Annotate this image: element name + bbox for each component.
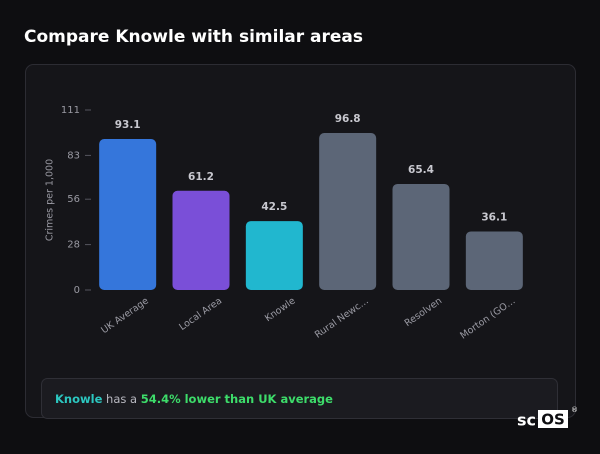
logo-prefix: sc <box>517 411 536 430</box>
summary-area: Knowle <box>55 392 103 406</box>
bar <box>319 133 377 290</box>
bar <box>172 190 230 290</box>
y-tick-label: 0 <box>74 285 80 296</box>
bar <box>245 221 303 290</box>
logo-box <box>538 410 568 428</box>
value-label: 65.4 <box>408 164 434 176</box>
value-label: 42.5 <box>261 201 287 213</box>
y-tick-label: 83 <box>67 150 80 161</box>
y-axis-label: Crimes per 1,000 <box>45 159 56 241</box>
summary-text: has a <box>106 392 137 406</box>
bar <box>99 139 157 290</box>
bar <box>465 231 523 290</box>
value-label: 61.2 <box>188 171 214 183</box>
value-label: 96.8 <box>335 113 361 125</box>
logo-boxed: OS <box>541 411 565 429</box>
y-tick-label: 28 <box>67 240 80 251</box>
y-tick-label: 111 <box>61 105 80 116</box>
summary-highlight: 54.4% lower than UK average <box>141 392 333 406</box>
bar <box>392 183 450 290</box>
y-tick-label: 56 <box>67 194 80 205</box>
summary-box <box>41 378 558 419</box>
logo: sc OS ® <box>517 406 578 430</box>
summary: Knowle has a 54.4% lower than UK average <box>55 392 333 406</box>
logo-mark: ® <box>571 406 578 414</box>
value-label: 36.1 <box>481 211 507 223</box>
value-label: 93.1 <box>115 119 141 131</box>
page-title: Compare Knowle with similar areas <box>24 27 363 47</box>
